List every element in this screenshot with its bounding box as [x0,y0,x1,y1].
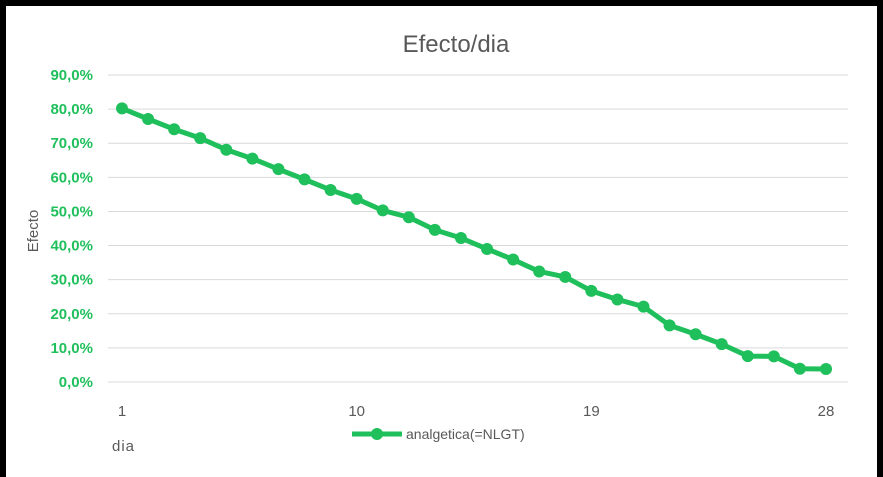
y-tick-label: 10,0% [50,340,93,357]
x-axis-label: dia [112,438,135,455]
data-point [637,300,650,313]
x-tick-label: 19 [583,403,600,420]
data-point [559,270,572,283]
series-line [121,106,827,372]
data-point [298,173,311,186]
y-tick-label: 40,0% [50,238,93,255]
y-tick-label: 30,0% [50,272,93,289]
data-point [324,183,337,196]
data-point [142,113,155,126]
legend-marker [371,428,383,440]
gridlines [108,74,848,383]
chart-title: Efecto/dia [403,31,510,58]
data-point [741,350,754,363]
x-tick-label: 10 [348,403,365,420]
data-point [246,152,259,165]
data-point [454,232,467,245]
data-point [481,242,494,255]
data-point [585,284,598,297]
y-tick-labels: 0,0% 10,0% 20,0% 30,0% 40,0% 50,0% 60,0% 70,0% 8… [50,67,93,391]
y-tick-label: 70,0% [50,135,93,152]
data-point [663,319,676,332]
data-point [168,123,181,136]
data-point [533,265,546,278]
y-tick-label: 20,0% [50,306,93,323]
y-tick-label: 80,0% [50,101,93,118]
data-point [272,163,285,176]
data-point [376,204,389,217]
data-points [116,102,832,376]
y-tick-label: 90,0% [50,67,93,84]
data-point [715,338,728,351]
data-point [793,362,806,375]
data-point [767,350,780,363]
series-line-layer [121,106,827,372]
y-tick-label: 0,0% [59,374,93,391]
data-point [350,192,363,205]
x-tick-labels: 1 10 19 28 [118,403,835,420]
legend: analgetica(=NLGT) [352,426,525,442]
data-point [116,102,128,115]
y-tick-label: 60,0% [50,169,93,186]
y-axis-label: Efecto [25,210,42,253]
data-point [689,328,702,341]
legend-label: analgetica(=NLGT) [406,426,525,442]
data-point [220,143,233,156]
data-point [507,253,520,266]
data-point [611,293,624,306]
data-point [402,211,415,224]
data-point [428,223,441,236]
x-tick-label: 28 [818,403,835,420]
data-point [194,132,207,145]
y-tick-label: 50,0% [50,203,93,220]
x-tick-label: 1 [118,403,126,420]
data-point [820,363,832,376]
